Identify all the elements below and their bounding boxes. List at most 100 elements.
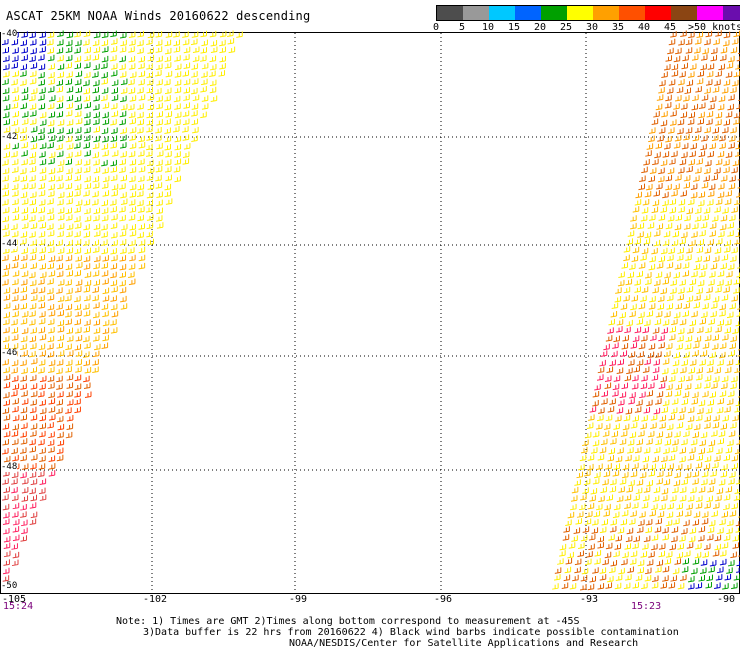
wind-barb: [714, 247, 722, 254]
wind-barb: [693, 263, 701, 271]
wind-barb: [83, 286, 91, 293]
wind-barb: [12, 502, 20, 510]
wind-barb: [640, 382, 648, 390]
wind-barb: [662, 527, 669, 534]
wind-barb: [675, 174, 682, 181]
wind-barb: [12, 534, 20, 542]
wind-barb: [74, 327, 82, 334]
wind-barb: [633, 494, 640, 501]
wind-barb: [21, 247, 28, 255]
wind-barb: [173, 95, 181, 103]
wind-barb: [66, 31, 74, 39]
wind-barb: [651, 247, 658, 255]
wind-barb: [734, 198, 740, 206]
wind-barb: [598, 407, 605, 414]
wind-barb: [21, 487, 29, 494]
wind-barb: [722, 583, 729, 590]
wind-barb: [717, 103, 725, 111]
wind-barb: [66, 247, 74, 255]
wind-barb: [619, 391, 627, 399]
wind-barb: [65, 279, 72, 286]
wind-barb: [173, 39, 180, 47]
wind-barb: [75, 86, 83, 94]
wind-barb: [695, 582, 703, 589]
legend-swatch-2: [489, 6, 515, 20]
wind-barb: [627, 566, 634, 574]
wind-barb: [47, 246, 55, 254]
wind-barb: [128, 46, 135, 53]
wind-barb: [712, 295, 720, 303]
wind-barb: [101, 207, 109, 215]
wind-barb: [712, 502, 720, 510]
wind-barb: [649, 255, 656, 263]
wind-barb: [713, 38, 720, 46]
wind-barb: [119, 263, 127, 271]
wind-barb: [3, 118, 10, 126]
wind-barb: [111, 183, 119, 191]
wind-barb: [29, 254, 37, 261]
wind-barb: [613, 550, 620, 558]
wind-barb: [93, 63, 100, 71]
wind-barb: [30, 126, 38, 133]
wind-barb: [66, 191, 73, 198]
wind-barb: [38, 302, 46, 309]
wind-barb: [677, 247, 684, 254]
wind-barb: [720, 382, 728, 390]
wind-barb: [708, 183, 716, 191]
wind-barb: [700, 311, 708, 319]
wind-barb: [101, 262, 108, 269]
wind-barb: [129, 127, 137, 134]
wind-barb: [710, 310, 717, 318]
wind-barb: [626, 238, 633, 245]
wind-barb: [667, 254, 674, 262]
wind-barb: [737, 263, 740, 269]
wind-barb: [624, 502, 631, 510]
wind-barb: [209, 86, 217, 94]
wind-barb: [704, 247, 712, 254]
lat-label-46: -46: [1, 348, 18, 358]
wind-barb: [569, 503, 577, 511]
wind-barb: [2, 94, 10, 102]
wind-barb: [182, 118, 190, 126]
wind-barb: [47, 343, 54, 350]
wind-barb: [48, 463, 56, 470]
wind-barb: [578, 503, 586, 511]
wind-barb: [102, 150, 109, 157]
wind-barb: [707, 238, 714, 246]
wind-barb: [599, 446, 607, 454]
wind-barb: [164, 135, 172, 143]
wind-barb: [697, 279, 705, 287]
wind-barb: [75, 262, 83, 269]
wind-barb: [709, 559, 717, 567]
wind-barb: [156, 191, 163, 199]
wind-barb: [74, 406, 81, 414]
wind-barb: [29, 446, 36, 453]
wind-barb: [655, 103, 663, 111]
wind-barb: [30, 478, 38, 486]
wind-barb: [594, 383, 601, 391]
wind-barb: [584, 470, 591, 477]
wind-barb: [612, 342, 619, 349]
wind-barb: [569, 583, 577, 590]
wind-barb: [714, 582, 721, 589]
wind-barb: [638, 302, 646, 310]
wind-barb: [620, 350, 628, 357]
wind-barb: [38, 326, 46, 334]
wind-barb: [73, 295, 81, 303]
wind-barb: [707, 190, 715, 197]
wind-barb: [119, 255, 127, 262]
wind-barb: [174, 79, 182, 87]
wind-barb: [48, 95, 56, 102]
wind-barb: [567, 511, 575, 519]
wind-barb: [20, 431, 27, 438]
wind-barb: [662, 199, 669, 207]
wind-barb: [736, 104, 740, 110]
wind-barb: [579, 583, 587, 591]
wind-barb: [120, 95, 127, 103]
wind-barb: [174, 55, 181, 62]
lon-label-99: -99: [288, 594, 308, 605]
wind-barb: [630, 303, 637, 311]
wind-barb: [119, 46, 127, 53]
wind-barb: [57, 279, 65, 286]
wind-barb: [29, 518, 37, 525]
